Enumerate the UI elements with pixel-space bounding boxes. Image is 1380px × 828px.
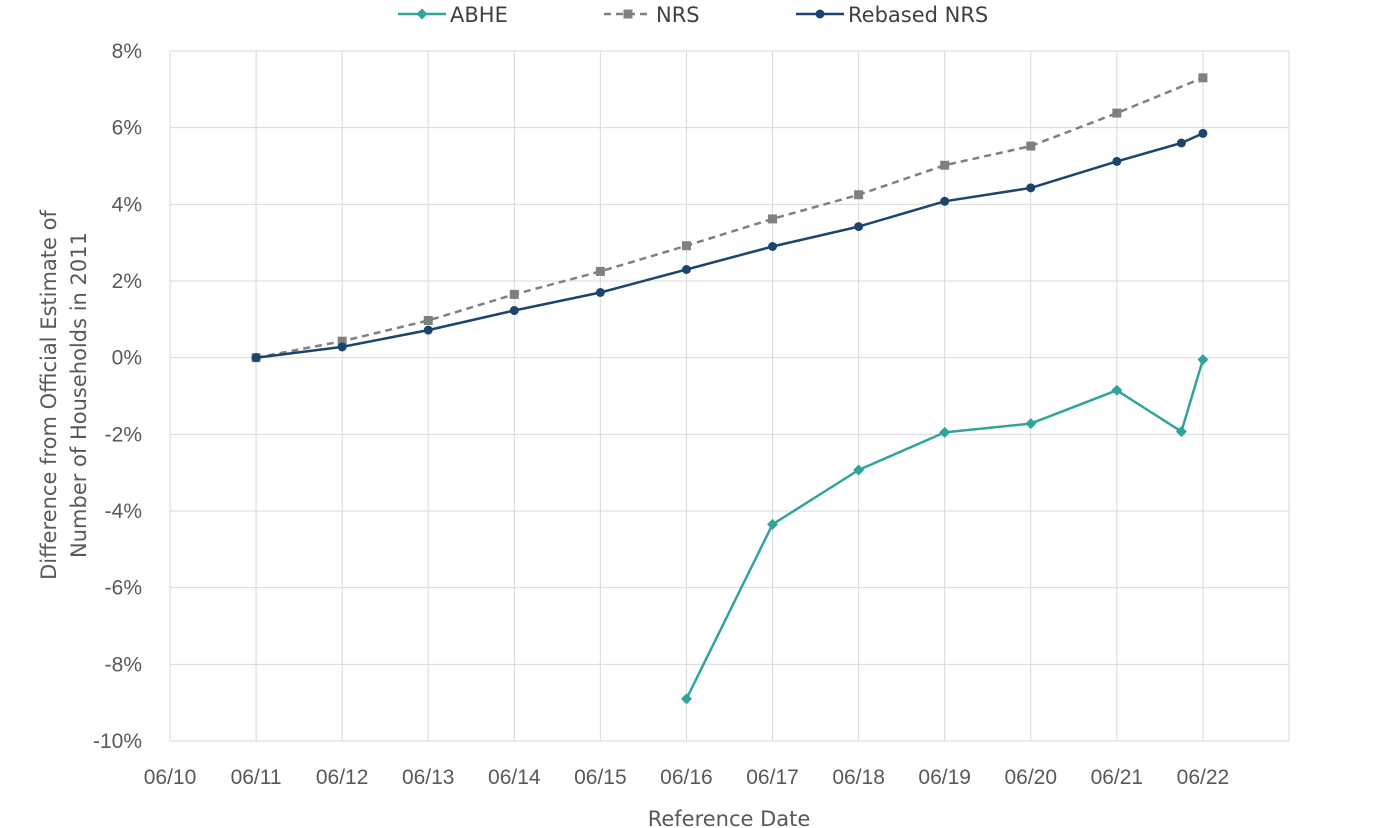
data-point-nrs: [768, 214, 778, 224]
data-point-rebased-nrs: [681, 265, 691, 274]
y-tick-label: -2%: [105, 423, 142, 446]
x-axis-tick-labels: 06/10 06/11 06/12 06/13 06/14 06/15 06/16 06/17…: [144, 766, 1229, 789]
series-line-nrs: [255, 76, 1204, 359]
x-tick-label: 06/16: [660, 766, 713, 789]
data-point-rebased-nrs: [1112, 156, 1122, 166]
data-point-abhe: [680, 693, 692, 705]
legend-marker-nrs: [623, 9, 633, 19]
y-tick-label: 8%: [112, 40, 142, 63]
x-tick-label: 06/22: [1177, 766, 1230, 789]
x-tick-label: 06/21: [1091, 766, 1144, 789]
data-point-abhe: [1197, 354, 1209, 366]
y-tick-label: 2%: [112, 270, 142, 293]
data-point-abhe: [1025, 418, 1037, 430]
x-tick-label: 06/20: [1004, 766, 1057, 789]
series-nrs: [251, 73, 1208, 363]
data-point-rebased-nrs: [1176, 138, 1186, 148]
data-point-nrs: [509, 289, 519, 299]
y-axis-title-line-2: Number of Households in 2011: [67, 232, 91, 558]
x-tick-label: 06/17: [746, 766, 799, 789]
data-point-nrs: [595, 266, 605, 276]
legend-label-abhe: ABHE: [450, 3, 508, 27]
x-tick-label: 06/11: [231, 766, 282, 789]
data-point-abhe: [853, 464, 865, 476]
data-point-abhe: [767, 518, 779, 530]
series-line-abhe: [685, 359, 1205, 700]
data-point-nrs: [1026, 141, 1036, 151]
y-tick-label: -10%: [93, 730, 142, 753]
data-point-abhe: [939, 426, 951, 438]
y-axis-tick-labels: 8% 6% 4% 2% 0% -2% -4% -6% -8% -10%: [93, 40, 142, 753]
data-point-nrs: [681, 241, 691, 251]
data-point-nrs: [854, 190, 864, 200]
x-tick-label: 06/10: [144, 766, 197, 789]
series-rebased-nrs: [251, 128, 1208, 363]
data-point-nrs: [337, 336, 347, 346]
y-tick-label: 0%: [112, 347, 142, 370]
data-point-rebased-nrs: [509, 306, 519, 316]
x-axis-title: Reference Date: [648, 807, 811, 828]
data-point-nrs: [1198, 73, 1208, 83]
data-point-nrs: [940, 160, 950, 170]
data-point-nrs: [1112, 108, 1122, 118]
legend-marker-abhe: [416, 8, 428, 20]
data-point-rebased-nrs: [423, 325, 433, 335]
legend-item-nrs: NRS: [604, 3, 700, 27]
data-point-rebased-nrs: [1198, 128, 1208, 138]
data-point-nrs: [423, 315, 433, 325]
data-point-rebased-nrs: [1026, 183, 1036, 193]
legend-item-rebased-nrs: Rebased NRS: [796, 3, 988, 27]
y-tick-label: -8%: [105, 653, 142, 676]
data-point-rebased-nrs: [768, 242, 778, 251]
data-point-rebased-nrs: [337, 342, 347, 352]
legend-marker-rebased-nrs: [815, 9, 825, 19]
y-axis-title-line-1: Difference from Official Estimate of: [37, 210, 61, 580]
x-tick-label: 06/12: [316, 766, 369, 789]
y-axis-title: Difference from Official Estimate of Num…: [37, 210, 91, 580]
x-tick-label: 06/18: [832, 766, 885, 789]
series-line-rebased-nrs: [255, 132, 1204, 359]
x-tick-label: 06/14: [488, 766, 541, 789]
y-tick-label: 6%: [112, 117, 142, 140]
legend-item-abhe: ABHE: [398, 3, 508, 27]
y-tick-label: 4%: [112, 193, 142, 216]
data-point-rebased-nrs: [595, 288, 605, 297]
legend-label-rebased-nrs: Rebased NRS: [848, 3, 988, 27]
data-point-rebased-nrs: [940, 196, 950, 206]
legend-label-nrs: NRS: [656, 3, 700, 27]
data-point-abhe: [1111, 384, 1123, 396]
y-tick-label: -4%: [105, 500, 142, 523]
x-tick-label: 06/19: [918, 766, 971, 789]
x-tick-label: 06/13: [402, 766, 455, 789]
legend: ABHE NRS Rebased NRS: [398, 3, 988, 27]
grid-lines: [169, 50, 1290, 742]
series-layer: [251, 73, 1209, 705]
x-tick-label: 06/15: [574, 766, 627, 789]
y-tick-label: -6%: [105, 577, 142, 600]
data-point-rebased-nrs: [854, 222, 864, 232]
data-point-abhe: [1175, 426, 1187, 438]
data-point-rebased-nrs: [251, 353, 261, 363]
series-abhe: [680, 354, 1209, 705]
